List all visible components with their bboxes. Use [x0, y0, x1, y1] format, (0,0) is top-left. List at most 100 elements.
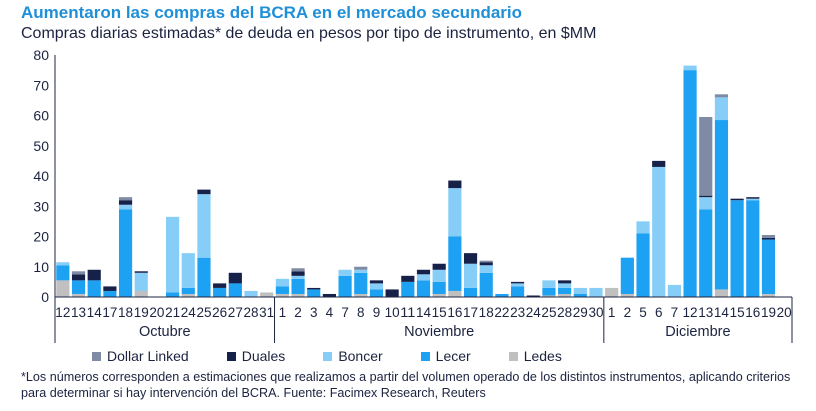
bar-segment-lecer [620, 257, 634, 294]
bar-segment-boncer [134, 272, 148, 291]
legend: Dollar Linked Duales Boncer Lecer Ledes [92, 348, 600, 364]
bar-segment-duales [213, 283, 227, 288]
y-tick-label: 50 [33, 138, 49, 154]
bar-segment-lecer [636, 233, 650, 297]
bar-segment-duales [385, 289, 399, 297]
bar-segment-lecer [213, 287, 227, 297]
legend-swatch-boncer [323, 351, 333, 361]
x-tick-label: 22 [494, 305, 509, 320]
bar-segment-lecer [197, 257, 211, 297]
x-tick-label: 13 [698, 305, 713, 320]
bar-segment-lecer [103, 290, 117, 297]
legend-item-lecer: Lecer [420, 348, 471, 364]
bar-segment-lecer [338, 275, 352, 297]
legend-swatch-lecer [420, 351, 430, 361]
legend-swatch-dollar-linked [92, 351, 101, 361]
bar-segment-ledes [620, 293, 634, 297]
bar-segment-boncer [746, 198, 760, 201]
bar-segment-boncer [275, 278, 289, 287]
bar-segment-lecer [573, 293, 587, 297]
bar-segment-boncer [291, 275, 305, 279]
x-tick-label: 3 [310, 305, 318, 320]
bar-segment-boncer [244, 290, 258, 297]
bar-segment-duales [369, 280, 384, 284]
bar-segment-dollar-linked [118, 197, 133, 201]
x-tick-label: 31 [259, 305, 274, 320]
x-tick-label: 19 [134, 305, 149, 320]
x-tick-label: 26 [212, 305, 227, 320]
bar-segment-ledes [56, 280, 70, 297]
bar-segment-duales [558, 280, 572, 284]
x-tick-label: 14 [416, 305, 432, 320]
bar-segment-dollar-linked [699, 117, 713, 196]
bar-segment-boncer [558, 283, 572, 288]
bar-segment-ledes [714, 289, 729, 297]
legend-item-duales: Duales [226, 348, 286, 364]
x-tick-label: 8 [357, 305, 365, 320]
bar-segment-boncer [197, 194, 211, 258]
bar-segment-lecer [87, 280, 101, 297]
y-tick-label: 30 [33, 198, 49, 214]
bar-segment-boncer [416, 274, 431, 281]
bar-segment-dollar-linked [479, 260, 493, 263]
bar-segment-boncer [432, 269, 446, 282]
bar-segment-duales [416, 269, 431, 275]
group-label-noviembre: Noviembre [404, 324, 474, 340]
bar-segment-duales [448, 180, 462, 189]
bar-segment-boncer [511, 283, 525, 287]
bar-segment-ledes [260, 292, 274, 297]
bar-segment-duales [197, 189, 211, 195]
x-tick-label: 4 [326, 305, 334, 320]
bar-segment-lecer [354, 272, 368, 294]
x-tick-label: 28 [243, 305, 258, 320]
bar-segment-duales [322, 293, 336, 297]
bar-segment-lecer [511, 286, 525, 297]
x-tick-label: 9 [373, 305, 381, 320]
bar-segment-boncer [463, 263, 478, 288]
bar-segment-ledes [761, 293, 776, 297]
x-tick-label: 2 [294, 305, 302, 320]
legend-label-ledes: Ledes [523, 348, 562, 364]
x-tick-label: 5 [639, 305, 647, 320]
y-tick-label: 80 [33, 47, 49, 63]
x-tick-label: 7 [341, 305, 349, 320]
bar-segment-duales [71, 274, 86, 281]
y-tick-label: 60 [33, 108, 49, 124]
y-tick-label: 70 [33, 77, 49, 93]
bar-segment-lecer [683, 70, 697, 298]
legend-swatch-ledes [508, 351, 518, 361]
legend-label-duales: Duales [241, 348, 286, 364]
x-tick-label: 17 [463, 305, 478, 320]
bar-segment-duales [526, 295, 540, 297]
bar-segment-lecer [448, 236, 462, 291]
bar-segment-lecer [369, 289, 384, 297]
bar-segment-lecer [479, 272, 493, 297]
y-tick-label: 10 [33, 259, 49, 275]
bar-segment-boncer [166, 216, 180, 293]
bar-segment-lecer [746, 200, 760, 297]
bar-segment-duales [730, 198, 744, 201]
x-tick-label: 14 [87, 305, 103, 320]
bar-segment-boncer [354, 269, 368, 273]
legend-label-boncer: Boncer [338, 348, 383, 364]
bar-segment-dollar-linked [291, 268, 305, 272]
x-tick-label: 16 [745, 305, 760, 320]
x-tick-label: 18 [479, 305, 494, 320]
x-tick-label: 21 [165, 305, 180, 320]
bar-segment-lecer [558, 287, 572, 294]
bar-segment-lecer [228, 283, 242, 297]
bar-segment-ledes [558, 293, 572, 297]
bar-segment-boncer [683, 65, 697, 71]
x-tick-label: 25 [541, 305, 556, 320]
x-tick-label: 2 [624, 305, 632, 320]
bar-segment-dollar-linked [761, 234, 776, 239]
legend-swatch-duales [226, 351, 236, 361]
legend-item-dollar-linked: Dollar Linked [92, 348, 189, 364]
bar-segment-ledes [605, 287, 619, 297]
bar-segment-dollar-linked [354, 266, 368, 270]
bar-segment-lecer [699, 209, 713, 297]
x-tick-label: 20 [149, 305, 164, 320]
bar-segment-duales [699, 195, 713, 198]
bar-segment-boncer [369, 283, 384, 290]
x-tick-label: 16 [447, 305, 462, 320]
